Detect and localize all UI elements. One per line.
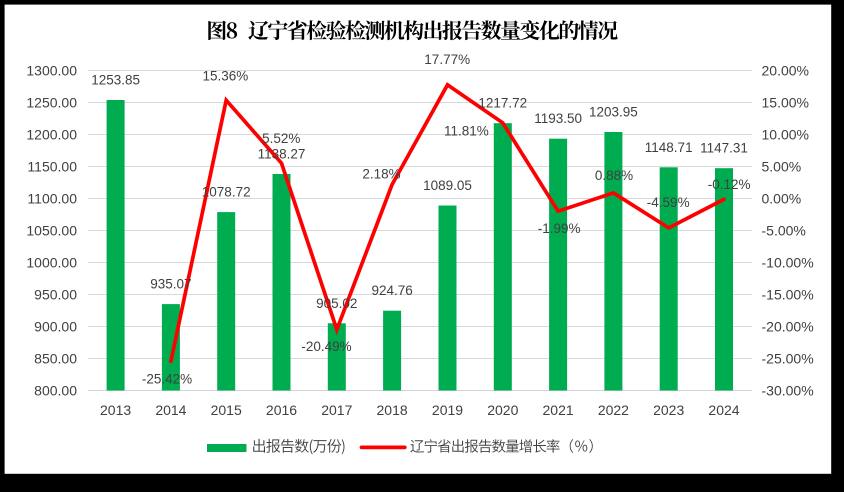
svg-text:10.00%: 10.00% bbox=[762, 127, 809, 143]
svg-text:0.88%: 0.88% bbox=[595, 168, 633, 183]
svg-text:-0.12%: -0.12% bbox=[708, 177, 751, 192]
svg-text:1078.72: 1078.72 bbox=[202, 185, 251, 200]
svg-text:900.00: 900.00 bbox=[34, 319, 77, 335]
svg-text:1217.72: 1217.72 bbox=[478, 96, 527, 111]
svg-text:-1.99%: -1.99% bbox=[538, 221, 581, 236]
svg-text:-5.00%: -5.00% bbox=[762, 223, 806, 239]
svg-text:1148.71: 1148.71 bbox=[645, 140, 693, 155]
svg-text:-25.42%: -25.42% bbox=[142, 371, 192, 386]
svg-text:-20.00%: -20.00% bbox=[762, 319, 814, 335]
svg-text:0.00%: 0.00% bbox=[762, 191, 802, 207]
svg-text:1089.05: 1089.05 bbox=[423, 178, 472, 193]
svg-text:1100.00: 1100.00 bbox=[27, 191, 77, 207]
svg-text:1000.00: 1000.00 bbox=[26, 255, 77, 271]
svg-text:-15.00%: -15.00% bbox=[762, 287, 814, 303]
svg-text:2017: 2017 bbox=[321, 402, 352, 418]
svg-text:1193.50: 1193.50 bbox=[534, 111, 582, 126]
svg-text:2014: 2014 bbox=[155, 402, 186, 418]
svg-text:20.00%: 20.00% bbox=[762, 63, 809, 79]
svg-text:5.00%: 5.00% bbox=[762, 159, 802, 175]
svg-text:5.52%: 5.52% bbox=[262, 131, 300, 146]
svg-text:800.00: 800.00 bbox=[34, 383, 77, 399]
svg-text:1150.00: 1150.00 bbox=[27, 159, 77, 175]
svg-text:905.02: 905.02 bbox=[316, 296, 357, 311]
svg-text:950.00: 950.00 bbox=[34, 287, 77, 303]
svg-text:2013: 2013 bbox=[100, 402, 131, 418]
svg-text:1203.95: 1203.95 bbox=[589, 105, 638, 120]
svg-text:-20.49%: -20.49% bbox=[301, 339, 351, 354]
svg-text:1300.00: 1300.00 bbox=[26, 63, 77, 79]
svg-text:1138.27: 1138.27 bbox=[258, 147, 306, 162]
svg-text:1050.00: 1050.00 bbox=[26, 223, 77, 239]
svg-text:2023: 2023 bbox=[653, 402, 684, 418]
svg-text:2019: 2019 bbox=[432, 402, 463, 418]
svg-text:17.77%: 17.77% bbox=[424, 52, 470, 67]
svg-text:2.18%: 2.18% bbox=[362, 166, 400, 181]
svg-text:15.00%: 15.00% bbox=[762, 95, 809, 111]
svg-text:2024: 2024 bbox=[708, 402, 739, 418]
svg-text:2016: 2016 bbox=[266, 402, 297, 418]
svg-text:2021: 2021 bbox=[543, 402, 574, 418]
svg-text:15.36%: 15.36% bbox=[203, 69, 249, 84]
svg-text:-25.00%: -25.00% bbox=[762, 351, 814, 367]
svg-text:2018: 2018 bbox=[377, 402, 408, 418]
svg-text:11.81%: 11.81% bbox=[444, 124, 489, 139]
svg-text:935.07: 935.07 bbox=[150, 277, 191, 292]
svg-text:1250.00: 1250.00 bbox=[26, 95, 77, 111]
svg-text:1253.85: 1253.85 bbox=[91, 73, 140, 88]
svg-text:924.76: 924.76 bbox=[371, 283, 412, 298]
svg-text:1200.00: 1200.00 bbox=[26, 127, 77, 143]
svg-text:-10.00%: -10.00% bbox=[762, 255, 814, 271]
svg-text:-30.00%: -30.00% bbox=[762, 383, 814, 399]
svg-text:2020: 2020 bbox=[487, 402, 518, 418]
svg-text:850.00: 850.00 bbox=[34, 351, 77, 367]
svg-text:2022: 2022 bbox=[598, 402, 629, 418]
svg-text:1147.31: 1147.31 bbox=[700, 141, 748, 156]
svg-text:2015: 2015 bbox=[211, 402, 242, 418]
svg-text:-4.59%: -4.59% bbox=[647, 195, 690, 210]
